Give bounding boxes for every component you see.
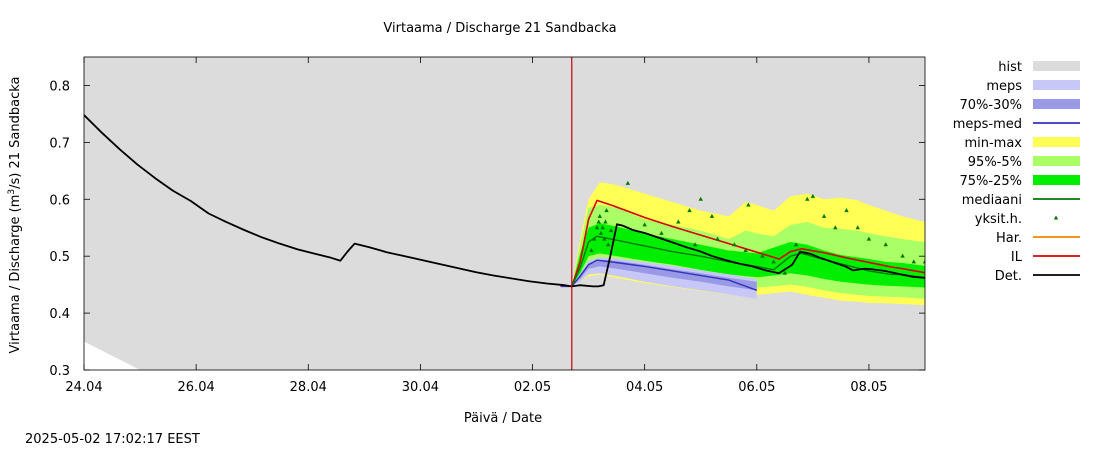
legend-label-p95_5: 95%-5% [968,155,1022,170]
yksit-point [782,270,788,275]
yksit-point [625,180,631,185]
y-axis-label-tail: /s) 21 Sandbacka [8,77,23,189]
yksit-point [793,242,799,247]
yksit-point [606,242,611,247]
yksit-point [900,253,905,258]
yksit-point [596,219,601,224]
yksit-point [805,196,810,201]
legend-swatch-meps [1033,80,1080,90]
x-tick-label: 26.04 [178,380,215,395]
plot-clip-group [84,57,949,370]
x-tick-label: 28.04 [290,380,327,395]
x-axis-label: Päivä / Date [464,411,542,426]
axes: 0.3 0.4 0.5 0.6 0.7 0.8 24.04 26.04 28.04 30.04 02… [49,56,926,395]
y-tick-label: 0.6 [49,193,70,208]
plot-frame [83,56,926,371]
legend-label-meps_med: meps-med [953,117,1022,132]
yksit-point [687,208,692,213]
yksit-point [659,230,664,235]
yksit-point [698,196,703,201]
yksit-point [760,253,765,258]
legend-swatch-min_max [1033,137,1080,147]
legend-label-il: IL [1011,250,1023,265]
yksit-point [743,247,748,252]
yksit-point [603,219,608,224]
yksit-point [594,225,600,230]
legend-swatch-p75_25 [1033,175,1080,185]
mediaani-line [571,235,925,287]
yksit-point [589,247,594,252]
yksit-point [934,245,938,249]
timestamp: 2025-05-02 17:02:17 EEST [25,432,200,447]
legend-label-har: Har. [996,231,1022,246]
yksit-point [692,242,698,247]
x-tick-label: 24.04 [65,380,102,395]
yksit-point [810,193,816,198]
yksit-point [911,259,916,264]
yksit-point [732,242,737,247]
yksit-point [746,202,751,207]
band-meps-70-30 [571,259,757,291]
x-tick-label: 06.05 [738,380,775,395]
yksit-point [922,259,925,264]
yksit-point [844,208,849,213]
meps-med-line [560,259,758,291]
legend-swatch-meps_70_30 [1033,99,1080,109]
y-tick-label: 0.8 [49,79,70,94]
yksit-point [883,242,888,247]
legend-label-hist: hist [998,60,1022,75]
yksit-point [771,259,776,264]
yksit-point [945,234,949,238]
legend-label-min_max: min-max [964,136,1022,151]
yksit-point [715,236,720,241]
yksit-point [602,236,607,241]
y-axis-label-main: Virtaama / Discharge (m [8,195,23,354]
yksit-point [592,236,597,241]
y-tick-label: 0.5 [49,250,70,265]
legend-swatch-yksit [1053,215,1059,220]
yksit-point [600,225,605,230]
yksit-point [821,213,827,218]
x-tick-label: 30.04 [402,380,439,395]
y-axis-label-sup: 3 [7,189,17,195]
legend-swatch-hist [1033,61,1080,71]
band-75-25 [571,223,925,288]
x-tick-label: 02.05 [514,380,551,395]
yksit-point [608,228,614,233]
yksit-point [642,222,647,227]
legend-label-meps_70_30: 70%-30% [960,98,1022,113]
legend-label-p75_25: 75%-25% [960,174,1022,189]
legend-swatch-p95_5 [1033,156,1080,166]
y-tick-label: 0.4 [49,307,70,322]
legend-label-det: Det. [995,269,1022,284]
det-line [84,114,925,288]
yksit-point [598,230,604,235]
plot-area [84,57,949,370]
legend-label-yksit: yksit.h. [975,212,1022,227]
il-line [560,199,925,288]
yksit-point [709,213,715,218]
yksit-point [676,219,681,224]
yksit-point [833,225,838,230]
x-tick-label: 08.05 [850,380,887,395]
yksit-point [604,208,609,213]
y-tick-label: 0.7 [49,136,70,151]
y-tick-label: 0.3 [49,364,70,379]
yksit-point [855,225,860,230]
x-tick-label: 04.05 [626,380,663,395]
chart-title: Virtaama / Discharge 21 Sandbacka [383,21,616,36]
legend-label-mediaani: mediaani [962,193,1022,208]
yksit-point [866,236,872,241]
legend-label-meps: meps [986,79,1022,94]
yksit-point [597,213,603,218]
legend: hist meps 70%-30% meps-med min-max 95%-5% 75%-… [953,60,1080,284]
y-axis-label: Virtaama / Discharge (m3/s) 21 Sandbacka [7,77,23,354]
